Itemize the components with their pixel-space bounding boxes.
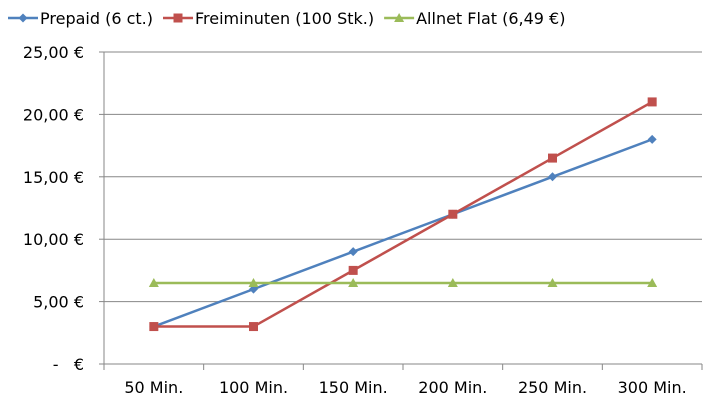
- legend-label: Allnet Flat (6,49 €): [416, 9, 565, 28]
- data-point: [249, 322, 258, 332]
- data-point: [447, 278, 458, 288]
- x-tick-label: 250 Min.: [518, 378, 587, 397]
- series-line: [153, 138, 653, 328]
- y-tick-label: 25,00 €: [23, 43, 84, 62]
- data-point: [548, 153, 557, 163]
- y-tick-label: 10,00 €: [23, 230, 84, 249]
- x-tick-label: 100 Min.: [219, 378, 288, 397]
- legend-marker: [394, 13, 405, 22]
- data-point: [348, 265, 358, 275]
- y-tick-label: 5,00 €: [33, 293, 84, 312]
- legend-label: Prepaid (6 ct.): [40, 9, 153, 28]
- x-tick-label: 150 Min.: [319, 378, 388, 397]
- legend-item: Allnet Flat (6,49 €): [384, 9, 565, 28]
- x-tick-label: 200 Min.: [418, 378, 487, 397]
- y-axis-tick-labels: - € 5,00 € 10,00 € 15,00 € 20,00 € 25,00 €: [23, 43, 104, 374]
- legend-label: Freiminuten (100 Stk.): [195, 9, 374, 28]
- x-tick-label: 300 Min.: [618, 378, 687, 397]
- data-point: [647, 97, 657, 107]
- data-point: [248, 278, 259, 288]
- data-point: [148, 278, 159, 288]
- legend-item: Freiminuten (100 Stk.): [163, 9, 374, 28]
- gridlines: [104, 51, 702, 303]
- data-point: [149, 322, 159, 332]
- y-tick-label: - €: [53, 355, 84, 374]
- data-point: [548, 172, 557, 182]
- y-tick-label: 15,00 €: [23, 168, 84, 187]
- legend-marker: [18, 13, 28, 23]
- series-3: [148, 278, 658, 288]
- data-point: [647, 134, 657, 144]
- x-axis-tick-labels: 50 Min. 100 Min. 150 Min. 200 Min. 250 Min. 3…: [103, 364, 703, 397]
- data-point: [348, 247, 358, 257]
- legend: Prepaid (6 ct.) Freiminuten (100 Stk.) All…: [8, 9, 565, 28]
- series-line: [153, 100, 653, 328]
- data-point: [547, 278, 558, 288]
- series-2: [149, 97, 657, 332]
- data-point: [448, 209, 458, 219]
- legend-item: Prepaid (6 ct.): [8, 9, 153, 28]
- axes: [103, 52, 702, 365]
- x-tick-label: 50 Min.: [124, 378, 183, 397]
- data-point: [348, 278, 359, 288]
- y-tick-label: 20,00 €: [23, 105, 84, 124]
- legend-marker: [173, 13, 183, 23]
- series-lines: [148, 97, 658, 332]
- data-point: [647, 278, 658, 288]
